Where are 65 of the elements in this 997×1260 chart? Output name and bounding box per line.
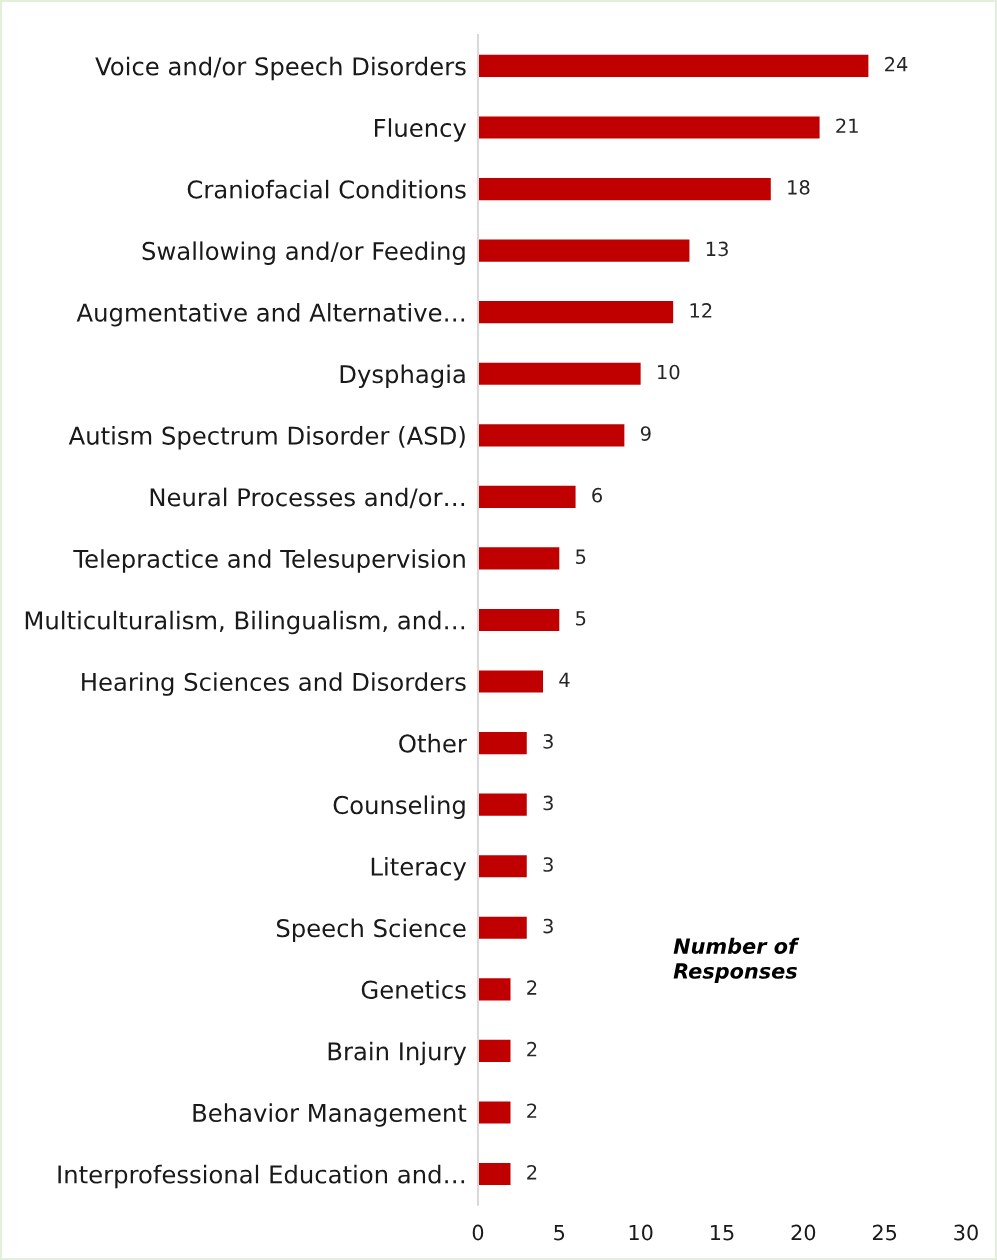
bar — [477, 547, 560, 570]
bar — [477, 1162, 511, 1186]
y-tick-label: Augmentative and Alternative… — [76, 302, 465, 327]
bar — [477, 1039, 511, 1062]
x-tick-label: 30 — [954, 1224, 978, 1241]
data-label: 21 — [836, 118, 858, 133]
bar — [477, 424, 625, 447]
data-label: 5 — [576, 611, 586, 626]
data-label: 4 — [559, 672, 570, 687]
y-tick-label: Autism Spectrum Disorder (ASD) — [68, 426, 465, 450]
data-label: 3 — [543, 734, 553, 749]
bar — [477, 485, 576, 508]
data-label: 2 — [527, 1041, 537, 1057]
bar — [477, 978, 511, 1001]
data-label: 18 — [788, 179, 810, 195]
x-tick-label: 10 — [629, 1224, 653, 1241]
x-tick-label: 5 — [554, 1224, 565, 1241]
y-tick-label: Interprofessional Education and… — [58, 1164, 465, 1189]
y-tick-label: Neural Processes and/or… — [150, 487, 465, 509]
x-tick-label: 25 — [872, 1224, 897, 1241]
data-label: 12 — [690, 303, 712, 318]
y-tick-label: Swallowing and/or Feeding — [142, 241, 465, 265]
bar — [477, 301, 674, 324]
bar — [477, 670, 544, 693]
bar — [477, 608, 560, 632]
data-label: 9 — [640, 426, 651, 441]
bar — [477, 855, 527, 878]
data-label: 2 — [527, 1103, 537, 1118]
bar — [477, 54, 869, 78]
bar — [477, 116, 820, 139]
bar — [477, 732, 527, 755]
y-tick-label: Brain Injury — [328, 1041, 467, 1066]
bar — [477, 177, 771, 201]
x-axis-title: Number of Responses — [673, 937, 800, 983]
y-tick-label: Telepractice and Telesupervision — [73, 549, 465, 573]
data-label: 10 — [658, 364, 680, 380]
x-tick-label: 15 — [711, 1224, 734, 1241]
data-label: 2 — [527, 980, 537, 995]
bar — [477, 1101, 511, 1124]
y-tick-label: Counseling — [333, 795, 465, 819]
y-tick-label: Craniofacial Conditions — [187, 179, 466, 199]
y-tick-label: Behavior Management — [193, 1103, 467, 1127]
data-label: 13 — [706, 241, 728, 257]
data-label: 24 — [885, 56, 908, 72]
y-tick-label: Dysphagia — [340, 364, 465, 389]
y-tick-label: Literacy — [371, 856, 467, 881]
y-tick-label: Hearing Sciences and Disorders — [82, 672, 466, 696]
bar — [477, 362, 641, 385]
x-tick-label: 20 — [791, 1224, 816, 1241]
y-tick-label: Other — [399, 733, 467, 753]
bar — [477, 793, 527, 816]
data-label: 3 — [543, 857, 553, 872]
data-label: 5 — [576, 549, 586, 565]
y-tick-label: Speech Science — [276, 918, 466, 943]
y-tick-label: Fluency — [374, 118, 467, 142]
y-tick-label: Multiculturalism, Bilingualism, and… — [25, 610, 465, 635]
data-label: 3 — [543, 918, 553, 934]
bar — [477, 916, 527, 939]
data-label: 6 — [592, 487, 602, 503]
data-label: 2 — [527, 1164, 537, 1180]
x-tick-label: 0 — [472, 1224, 484, 1241]
bar — [477, 239, 690, 262]
data-label: 3 — [543, 795, 553, 811]
y-tick-label: Genetics — [361, 980, 466, 999]
y-tick-label: Voice and/or Speech Disorders — [95, 56, 466, 81]
